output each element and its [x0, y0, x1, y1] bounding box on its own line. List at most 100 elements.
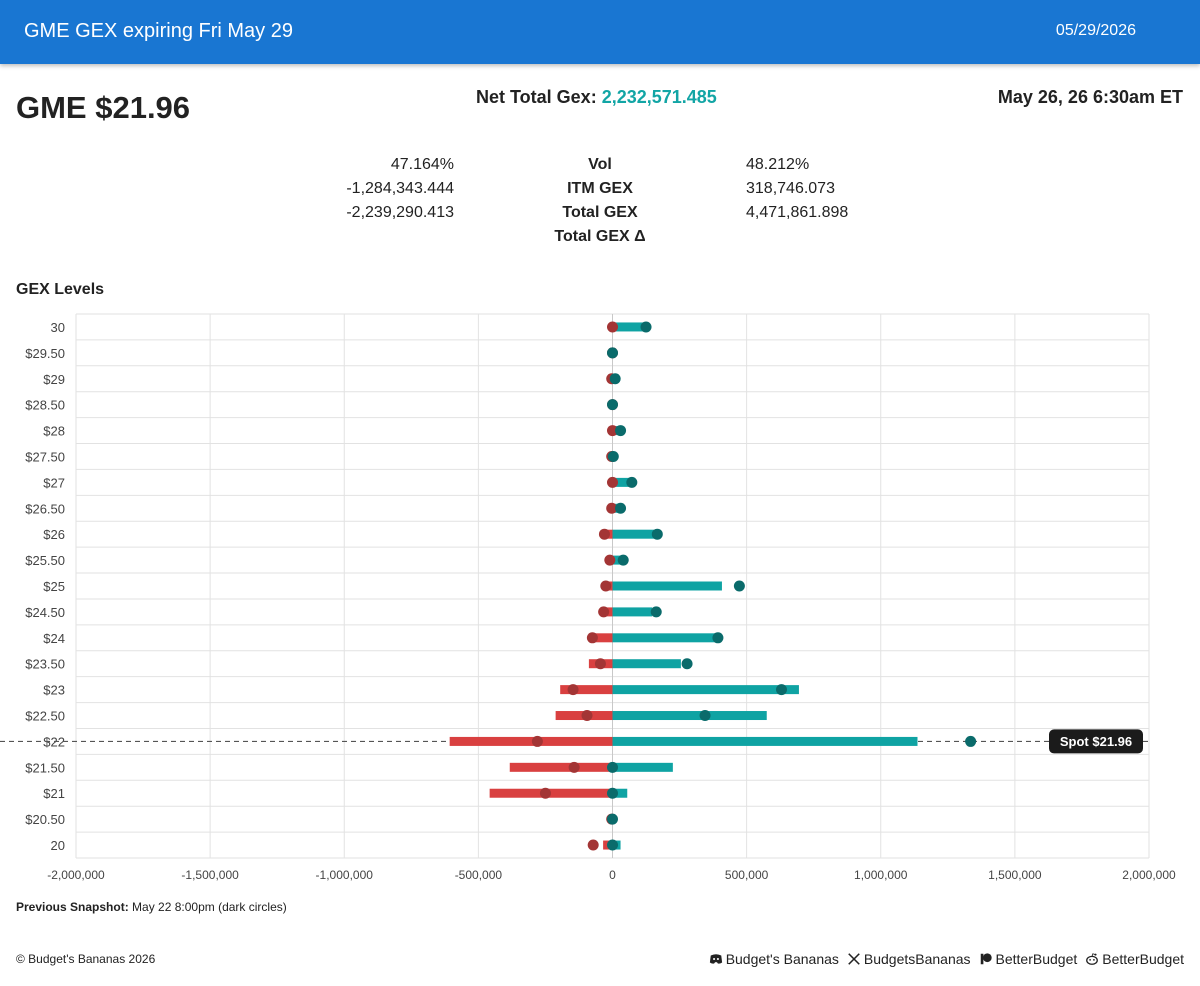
snapshot-note-text: May 22 8:00pm (dark circles) [132, 900, 287, 914]
header-date: 05/29/2026 [1055, 22, 1136, 39]
previous-negative-marker [581, 710, 593, 722]
stat-left-value: -1,284,343.444 [346, 180, 454, 197]
x-link[interactable]: BudgetsBananas [847, 951, 971, 967]
previous-positive-marker [650, 606, 662, 618]
y-tick-label: $26 [43, 527, 65, 542]
previous-positive-marker [651, 528, 663, 540]
previous-negative-marker [539, 787, 551, 799]
x-tick-label: 0 [609, 868, 616, 882]
stat-right-value: 318,746.073 [746, 180, 835, 197]
positive-gex-bar [612, 762, 673, 772]
discord-icon [709, 954, 722, 964]
y-tick-label: $29 [43, 372, 65, 387]
previous-positive-marker [607, 761, 618, 773]
page-title: GME GEX expiring Fri May 29 [24, 20, 293, 42]
snapshot-note: Previous Snapshot: May 22 8:00pm (dark c… [16, 900, 287, 914]
positive-gex-bar [612, 659, 681, 669]
stats-row: -2,239,290.413 Total GEX 4,471,861.898 [0, 204, 1200, 228]
ticker-price: GME $21.96 [16, 90, 191, 125]
y-tick-label: $25.50 [25, 553, 65, 568]
y-tick-label: $27 [43, 475, 65, 490]
x-tick-label: 1,000,000 [854, 868, 908, 882]
previous-positive-marker [699, 710, 711, 722]
previous-negative-marker [607, 425, 618, 437]
x-tick-label: 500,000 [725, 868, 769, 882]
previous-positive-marker [607, 450, 619, 462]
stat-label: Total GEX [562, 204, 638, 221]
net-total-value: 2,232,571.485 [601, 87, 717, 107]
previous-positive-marker [775, 684, 787, 696]
y-tick-label: $24.50 [25, 605, 65, 620]
discord-link[interactable]: Budget's Bananas [709, 951, 839, 967]
y-tick-label: $25 [43, 579, 65, 594]
previous-positive-marker [607, 813, 618, 825]
previous-negative-marker [606, 502, 618, 514]
x-tick-label: -2,000,000 [47, 868, 105, 882]
stat-label: Vol [588, 156, 612, 173]
positive-gex-bar [612, 322, 647, 332]
previous-negative-marker [531, 735, 543, 747]
spot-label: Spot $21.96 [1060, 734, 1132, 749]
spot-label-box [1049, 729, 1143, 754]
negative-gex-bar [449, 736, 613, 746]
negative-gex-bar [509, 762, 613, 772]
app-header: GME GEX expiring Fri May 29 05/29/2026 [0, 0, 1200, 64]
section-title: GEX Levels [16, 281, 105, 298]
y-tick-label: $24 [43, 631, 65, 646]
positive-gex-bar [612, 633, 716, 643]
x-tick-label: -1,500,000 [181, 868, 239, 882]
x-tick-label: 2,000,000 [1122, 868, 1176, 882]
previous-positive-marker [609, 373, 621, 385]
previous-positive-marker [615, 502, 627, 514]
negative-gex-bar [592, 633, 613, 643]
previous-negative-marker [587, 839, 599, 851]
previous-positive-marker [712, 632, 724, 644]
y-tick-label: 20 [51, 838, 65, 853]
positive-gex-bar [612, 788, 628, 798]
y-tick-label: $26.50 [25, 501, 65, 516]
previous-positive-marker [607, 347, 618, 359]
previous-positive-marker [607, 399, 618, 411]
negative-gex-bar [560, 685, 613, 695]
positive-gex-bar [612, 736, 918, 746]
social-links: Budget's Bananas BudgetsBananas BetterBu… [709, 951, 1184, 967]
positive-gex-bar [612, 555, 622, 565]
y-tick-label: $20.50 [25, 812, 65, 827]
previous-negative-marker [598, 606, 610, 618]
stat-right-value: 4,471,861.898 [746, 204, 849, 221]
reddit-icon [1086, 953, 1099, 965]
y-tick-label: 30 [51, 320, 65, 335]
positive-gex-bar [612, 685, 799, 695]
previous-positive-marker [626, 476, 638, 488]
previous-negative-marker [607, 321, 618, 333]
positive-gex-bar [612, 581, 722, 591]
patreon-link[interactable]: BetterBudget [979, 951, 1078, 967]
x-tick-label: -500,000 [455, 868, 503, 882]
patreon-label: BetterBudget [995, 951, 1078, 967]
previous-positive-marker [607, 787, 618, 799]
snapshot-note-label: Previous Snapshot: [16, 900, 129, 914]
discord-label: Budget's Bananas [725, 951, 839, 967]
stat-right-value: 48.212% [746, 156, 810, 173]
positive-gex-bar [612, 529, 655, 539]
y-tick-label: $23.50 [25, 657, 65, 672]
stats-row: Total GEX Δ [0, 228, 1200, 252]
y-tick-label: $29.50 [25, 346, 65, 361]
previous-positive-marker [617, 554, 629, 566]
previous-negative-marker [598, 528, 610, 540]
stat-label: ITM GEX [567, 180, 633, 197]
previous-positive-marker [965, 735, 977, 747]
previous-positive-marker [607, 839, 618, 851]
y-tick-label: $22.50 [25, 709, 65, 724]
positive-gex-bar [612, 711, 767, 721]
stats-row: -1,284,343.444 ITM GEX 318,746.073 [0, 180, 1200, 204]
reddit-link[interactable]: BetterBudget [1085, 951, 1184, 967]
copyright: © Budget's Bananas 2026 [16, 952, 156, 966]
timestamp: May 26, 26 6:30am ET [997, 87, 1183, 107]
previous-positive-marker [615, 425, 627, 437]
previous-negative-marker [607, 476, 618, 488]
previous-negative-marker [594, 658, 606, 670]
y-tick-label: $27.50 [25, 449, 65, 464]
previous-positive-marker [640, 321, 652, 333]
net-total-gex: Net Total Gex: 2,232,571.485 [476, 87, 717, 108]
